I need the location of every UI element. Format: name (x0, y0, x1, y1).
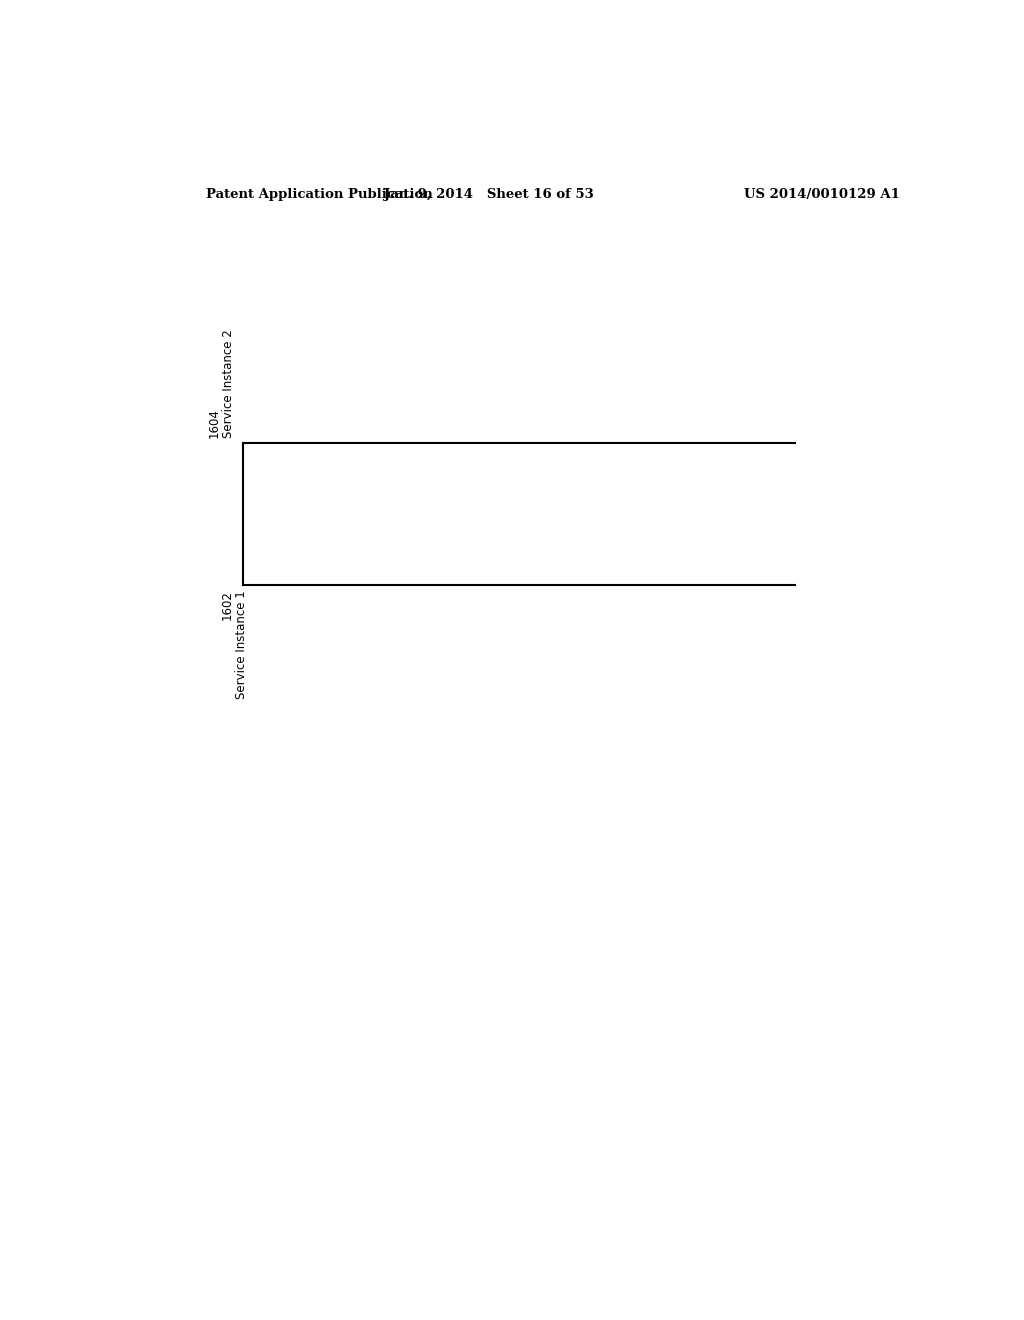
Text: US 2014/0010129 A1: US 2014/0010129 A1 (744, 189, 900, 202)
Text: Service Instance 1: Service Instance 1 (236, 590, 248, 700)
Text: 1602: 1602 (221, 590, 233, 620)
Text: Service Instance 2: Service Instance 2 (222, 329, 236, 438)
Text: 1604: 1604 (208, 408, 221, 438)
Text: Jan. 9, 2014   Sheet 16 of 53: Jan. 9, 2014 Sheet 16 of 53 (384, 189, 594, 202)
Text: Patent Application Publication: Patent Application Publication (206, 189, 432, 202)
